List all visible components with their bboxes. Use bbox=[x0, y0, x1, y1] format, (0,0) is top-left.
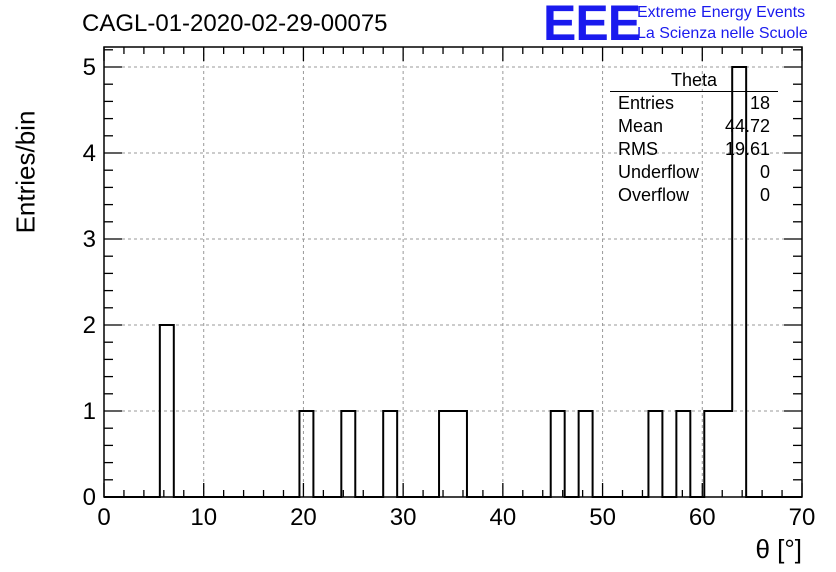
stats-row-underflow: Underflow 0 bbox=[610, 161, 778, 184]
stats-value: 0 bbox=[759, 162, 770, 182]
stats-title: Theta bbox=[610, 70, 778, 92]
y-axis-label-wrap: Entries/bin bbox=[6, 110, 46, 234]
histogram-bin bbox=[453, 411, 467, 497]
histogram-bin bbox=[383, 411, 397, 497]
x-tick-label: 60 bbox=[689, 504, 716, 531]
x-tick-label: 40 bbox=[490, 504, 517, 531]
histogram-bin bbox=[648, 411, 662, 497]
stats-label: Overflow bbox=[618, 185, 690, 205]
stats-value: 19.61 bbox=[724, 139, 770, 159]
eee-logo: EEE bbox=[543, 0, 641, 51]
y-tick-label: 2 bbox=[83, 312, 96, 339]
y-axis-label: Entries/bin bbox=[10, 110, 41, 234]
histogram-bin bbox=[718, 411, 732, 497]
axes-frame bbox=[103, 46, 803, 498]
stats-row-mean: Mean 44.72 bbox=[610, 115, 778, 138]
stats-box: Theta Entries 18 Mean 44.72 RMS 19.61 Un… bbox=[610, 70, 778, 207]
x-tick-label: 0 bbox=[97, 504, 110, 531]
plot-frame bbox=[103, 46, 803, 498]
x-tick-label: 10 bbox=[190, 504, 217, 531]
x-axis-label: θ [°] bbox=[755, 534, 802, 564]
y-tick-label: 5 bbox=[83, 54, 96, 81]
histogram-bin bbox=[704, 411, 718, 497]
histogram-bin bbox=[299, 411, 313, 497]
logo-line-2: La Scienza nelle Scuole bbox=[637, 25, 808, 42]
y-tick-label: 3 bbox=[83, 226, 96, 253]
x-tick-label: 70 bbox=[789, 504, 816, 531]
y-tick-label: 0 bbox=[83, 484, 96, 511]
histogram-bin bbox=[579, 411, 593, 497]
x-tick-label: 20 bbox=[290, 504, 317, 531]
stats-value: 18 bbox=[749, 93, 770, 113]
stats-label: Mean bbox=[618, 116, 664, 136]
logo-line-1: Extreme Energy Events bbox=[637, 4, 806, 21]
histogram-bin bbox=[676, 411, 690, 497]
histogram-bin bbox=[551, 411, 565, 497]
stats-row-entries: Entries 18 bbox=[610, 92, 778, 115]
tick-labels: 0 10 20 30 40 50 60 70 0 1 2 3 4 5 bbox=[83, 54, 816, 531]
histogram-bin bbox=[439, 411, 453, 497]
histogram-bin bbox=[341, 411, 355, 497]
plot-title: CAGL-01-2020-02-29-00075 bbox=[82, 10, 388, 37]
stats-value: 0 bbox=[759, 185, 770, 205]
stats-row-rms: RMS 19.61 bbox=[610, 138, 778, 161]
x-tick-label: 30 bbox=[390, 504, 417, 531]
stats-label: Underflow bbox=[618, 162, 700, 182]
stats-value: 44.72 bbox=[724, 116, 770, 136]
stats-label: RMS bbox=[618, 139, 658, 159]
stats-label: Entries bbox=[618, 93, 675, 113]
histogram-outline bbox=[104, 66, 802, 498]
y-tick-label: 1 bbox=[83, 398, 96, 425]
x-tick-label: 50 bbox=[589, 504, 616, 531]
stats-row-overflow: Overflow 0 bbox=[610, 184, 778, 207]
y-tick-label: 4 bbox=[83, 140, 96, 167]
